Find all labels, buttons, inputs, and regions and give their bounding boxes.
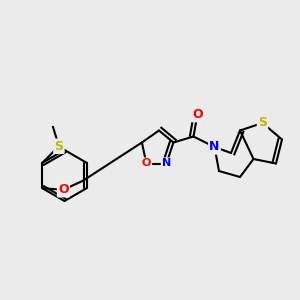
Text: N: N: [209, 140, 220, 154]
Text: S: S: [258, 116, 267, 130]
Text: O: O: [58, 183, 69, 196]
Text: S: S: [54, 140, 63, 153]
Text: N: N: [162, 158, 171, 169]
Text: O: O: [192, 108, 203, 121]
Text: O: O: [142, 158, 151, 169]
